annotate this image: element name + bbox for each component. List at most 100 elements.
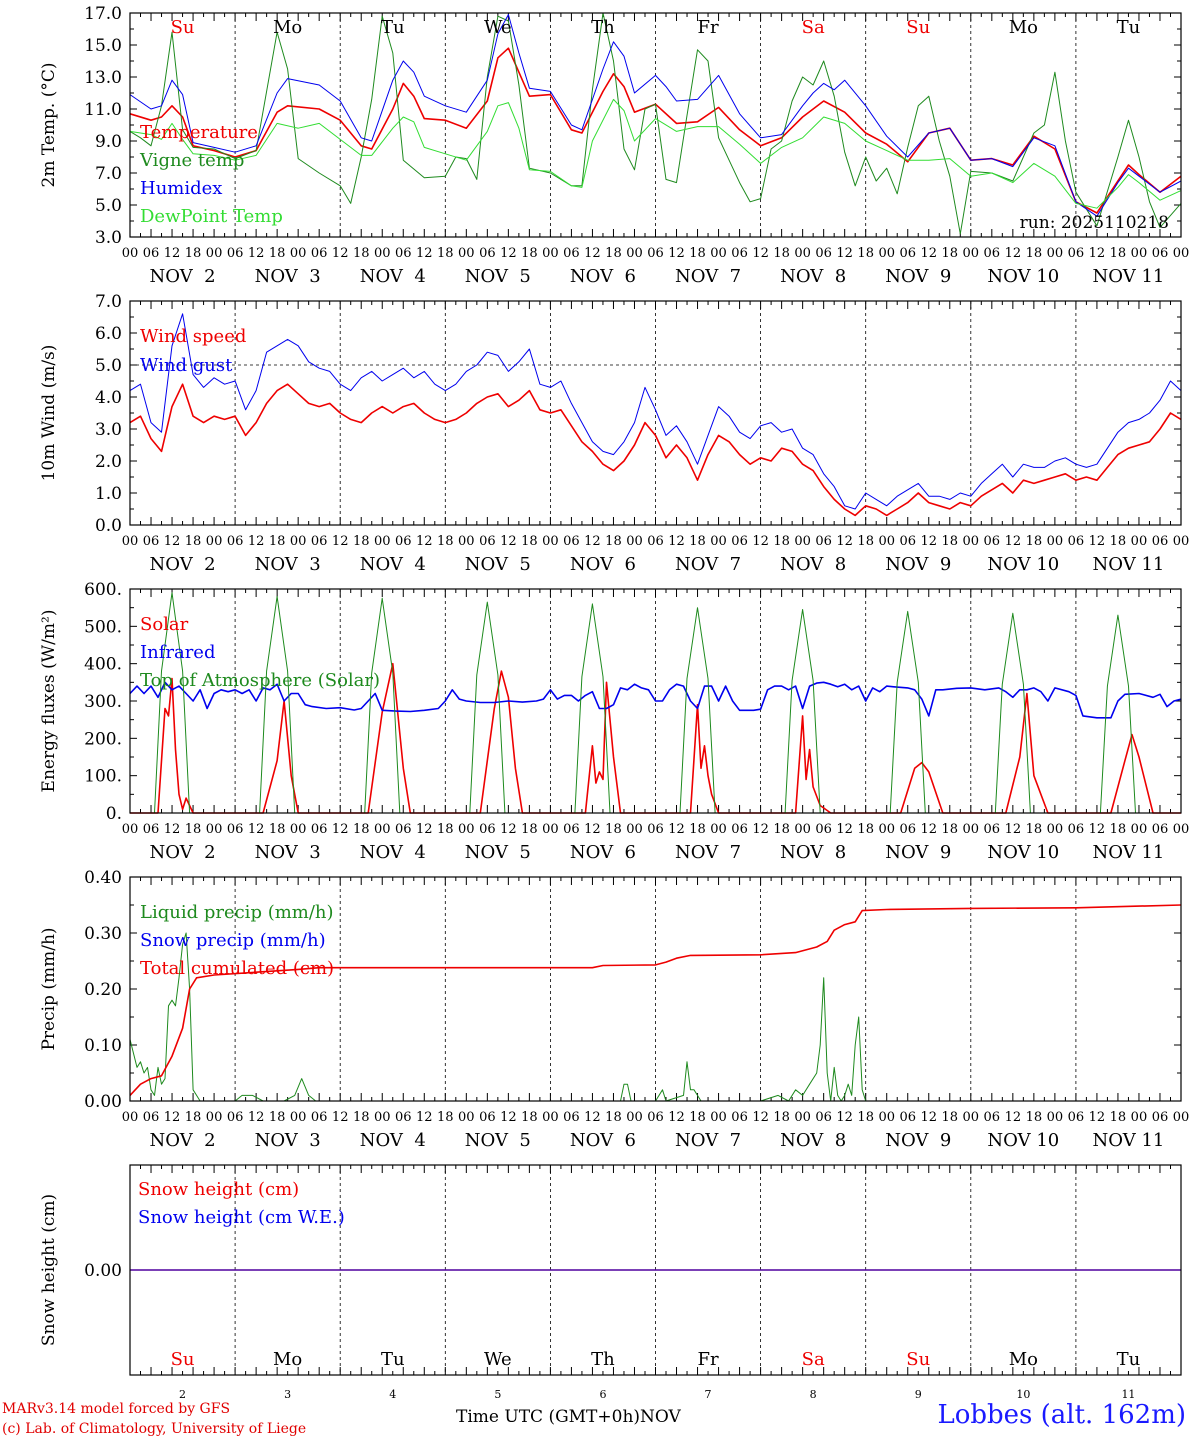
y-axis-label: Snow height (cm) bbox=[39, 1194, 59, 1346]
day-number: 11 bbox=[1121, 1388, 1135, 1401]
x-hour-label: 06 bbox=[984, 1110, 1001, 1125]
x-date-label: NOV 7 bbox=[675, 266, 741, 287]
legend-entry: Temperature bbox=[140, 122, 258, 143]
x-hour-label: 00 bbox=[710, 822, 727, 837]
x-hour-label: 00 bbox=[626, 534, 643, 549]
x-hour-label: 12 bbox=[752, 822, 769, 837]
x-date-label: NOV 3 bbox=[255, 1130, 321, 1151]
x-hour-label: 00 bbox=[542, 1110, 559, 1125]
x-hour-label: 12 bbox=[164, 534, 181, 549]
x-hour-label: 18 bbox=[353, 1110, 370, 1125]
legend-entry: Liquid precip (mm/h) bbox=[140, 902, 334, 923]
x-date-label: NOV 7 bbox=[675, 554, 741, 575]
x-hour-label: 00 bbox=[878, 534, 895, 549]
x-hour-label: 00 bbox=[374, 246, 391, 261]
panel-wind: 0.0 1.0 2.0 3.0 4.0 5.0 6.0 7.0 10m Wind (m/s) 00… bbox=[39, 292, 1189, 575]
x-hour-label: 18 bbox=[521, 1110, 538, 1125]
day-name-bottom: Mo bbox=[273, 1349, 302, 1370]
x-hour-label: 18 bbox=[942, 822, 959, 837]
day-name-bottom: Tu bbox=[381, 1349, 405, 1370]
x-hour-label: 00 bbox=[1131, 246, 1148, 261]
x-hour-label: 00 bbox=[1173, 534, 1190, 549]
x-date-label: NOV 9 bbox=[885, 554, 951, 575]
x-hour-label: 06 bbox=[143, 246, 160, 261]
x-hour-label: 12 bbox=[248, 534, 265, 549]
x-hour-label: 00 bbox=[710, 1110, 727, 1125]
x-hour-label: 06 bbox=[1152, 822, 1169, 837]
x-hour-label: 12 bbox=[1005, 246, 1022, 261]
day-number: 9 bbox=[915, 1388, 922, 1401]
x-hour-label: 18 bbox=[521, 246, 538, 261]
day-name-top: Mo bbox=[273, 17, 302, 38]
y-tick-label: 1.0 bbox=[95, 484, 122, 504]
x-hour-label: 06 bbox=[563, 534, 580, 549]
x-hour-label: 06 bbox=[647, 534, 664, 549]
x-hour-label: 00 bbox=[290, 822, 307, 837]
x-hour-label: 18 bbox=[857, 534, 874, 549]
x-hour-label: 18 bbox=[269, 246, 286, 261]
day-name-bottom: Th bbox=[591, 1349, 615, 1370]
y-tick-label: 500. bbox=[84, 617, 122, 637]
y-tick-label: 0.40 bbox=[84, 868, 122, 888]
x-hour-label: 00 bbox=[794, 822, 811, 837]
x-hour-label: 06 bbox=[899, 534, 916, 549]
x-hour-label: 06 bbox=[984, 246, 1001, 261]
x-hour-label: 12 bbox=[164, 822, 181, 837]
y-tick-label: 0.00 bbox=[84, 1261, 122, 1281]
series-line-total-cumulated-cm- bbox=[129, 904, 1182, 1096]
y-axis-label: Energy fluxes (W/m²) bbox=[39, 610, 59, 793]
panel-frame bbox=[129, 588, 1182, 814]
y-tick-label: 100. bbox=[84, 767, 122, 787]
x-hour-label: 00 bbox=[710, 246, 727, 261]
x-hour-label: 18 bbox=[437, 822, 454, 837]
x-hour-label: 12 bbox=[1089, 534, 1106, 549]
x-hour-label: 00 bbox=[1131, 1110, 1148, 1125]
x-hour-label: 00 bbox=[794, 1110, 811, 1125]
x-date-label: NOV 7 bbox=[675, 842, 741, 863]
x-date-label: NOV 11 bbox=[1093, 266, 1165, 287]
x-hour-label: 00 bbox=[963, 822, 980, 837]
x-hour-label: 12 bbox=[1005, 1110, 1022, 1125]
x-hour-label: 12 bbox=[836, 246, 853, 261]
x-date-label: NOV 5 bbox=[465, 554, 531, 575]
x-date-label: NOV 2 bbox=[150, 554, 216, 575]
day-name-bottom: Fr bbox=[698, 1349, 719, 1370]
x-date-label: NOV 6 bbox=[570, 554, 636, 575]
y-tick-label: 0.00 bbox=[84, 1092, 122, 1112]
x-hour-label: 06 bbox=[563, 1110, 580, 1125]
series-line-humidex bbox=[129, 14, 1182, 217]
y-tick-label: 0.30 bbox=[84, 924, 122, 944]
x-hour-label: 12 bbox=[416, 534, 433, 549]
x-hour-label: 18 bbox=[857, 1110, 874, 1125]
x-hour-label: 12 bbox=[752, 534, 769, 549]
x-date-label: NOV 2 bbox=[150, 842, 216, 863]
x-hour-label: 18 bbox=[437, 534, 454, 549]
y-tick-label: 15.0 bbox=[84, 36, 122, 56]
x-hour-label: 18 bbox=[942, 534, 959, 549]
x-hour-label: 12 bbox=[500, 534, 517, 549]
x-date-label: NOV 4 bbox=[360, 842, 426, 863]
day-number: 2 bbox=[179, 1388, 186, 1401]
x-date-label: NOV 4 bbox=[360, 1130, 426, 1151]
legend-entry: Snow precip (mm/h) bbox=[140, 930, 326, 951]
x-hour-label: 12 bbox=[836, 822, 853, 837]
y-tick-label: 7.0 bbox=[95, 292, 122, 312]
x-hour-label: 06 bbox=[227, 246, 244, 261]
x-hour-label: 06 bbox=[395, 1110, 412, 1125]
x-hour-label: 06 bbox=[311, 534, 328, 549]
x-hour-label: 12 bbox=[668, 246, 685, 261]
x-date-label: NOV 11 bbox=[1093, 842, 1165, 863]
x-hour-label: 12 bbox=[332, 822, 349, 837]
x-hour-label: 18 bbox=[1110, 246, 1127, 261]
x-hour-label: 12 bbox=[668, 1110, 685, 1125]
panel-frame bbox=[129, 1164, 1182, 1376]
legend-entry: Wind speed bbox=[140, 326, 246, 347]
x-hour-label: 06 bbox=[647, 1110, 664, 1125]
x-hour-label: 00 bbox=[206, 822, 223, 837]
x-date-label: NOV 6 bbox=[570, 266, 636, 287]
x-date-label: NOV 8 bbox=[780, 554, 846, 575]
x-hour-label: 12 bbox=[752, 1110, 769, 1125]
x-date-label: NOV 10 bbox=[987, 1130, 1059, 1151]
x-date-label: NOV 10 bbox=[987, 842, 1059, 863]
x-hour-label: 18 bbox=[437, 246, 454, 261]
